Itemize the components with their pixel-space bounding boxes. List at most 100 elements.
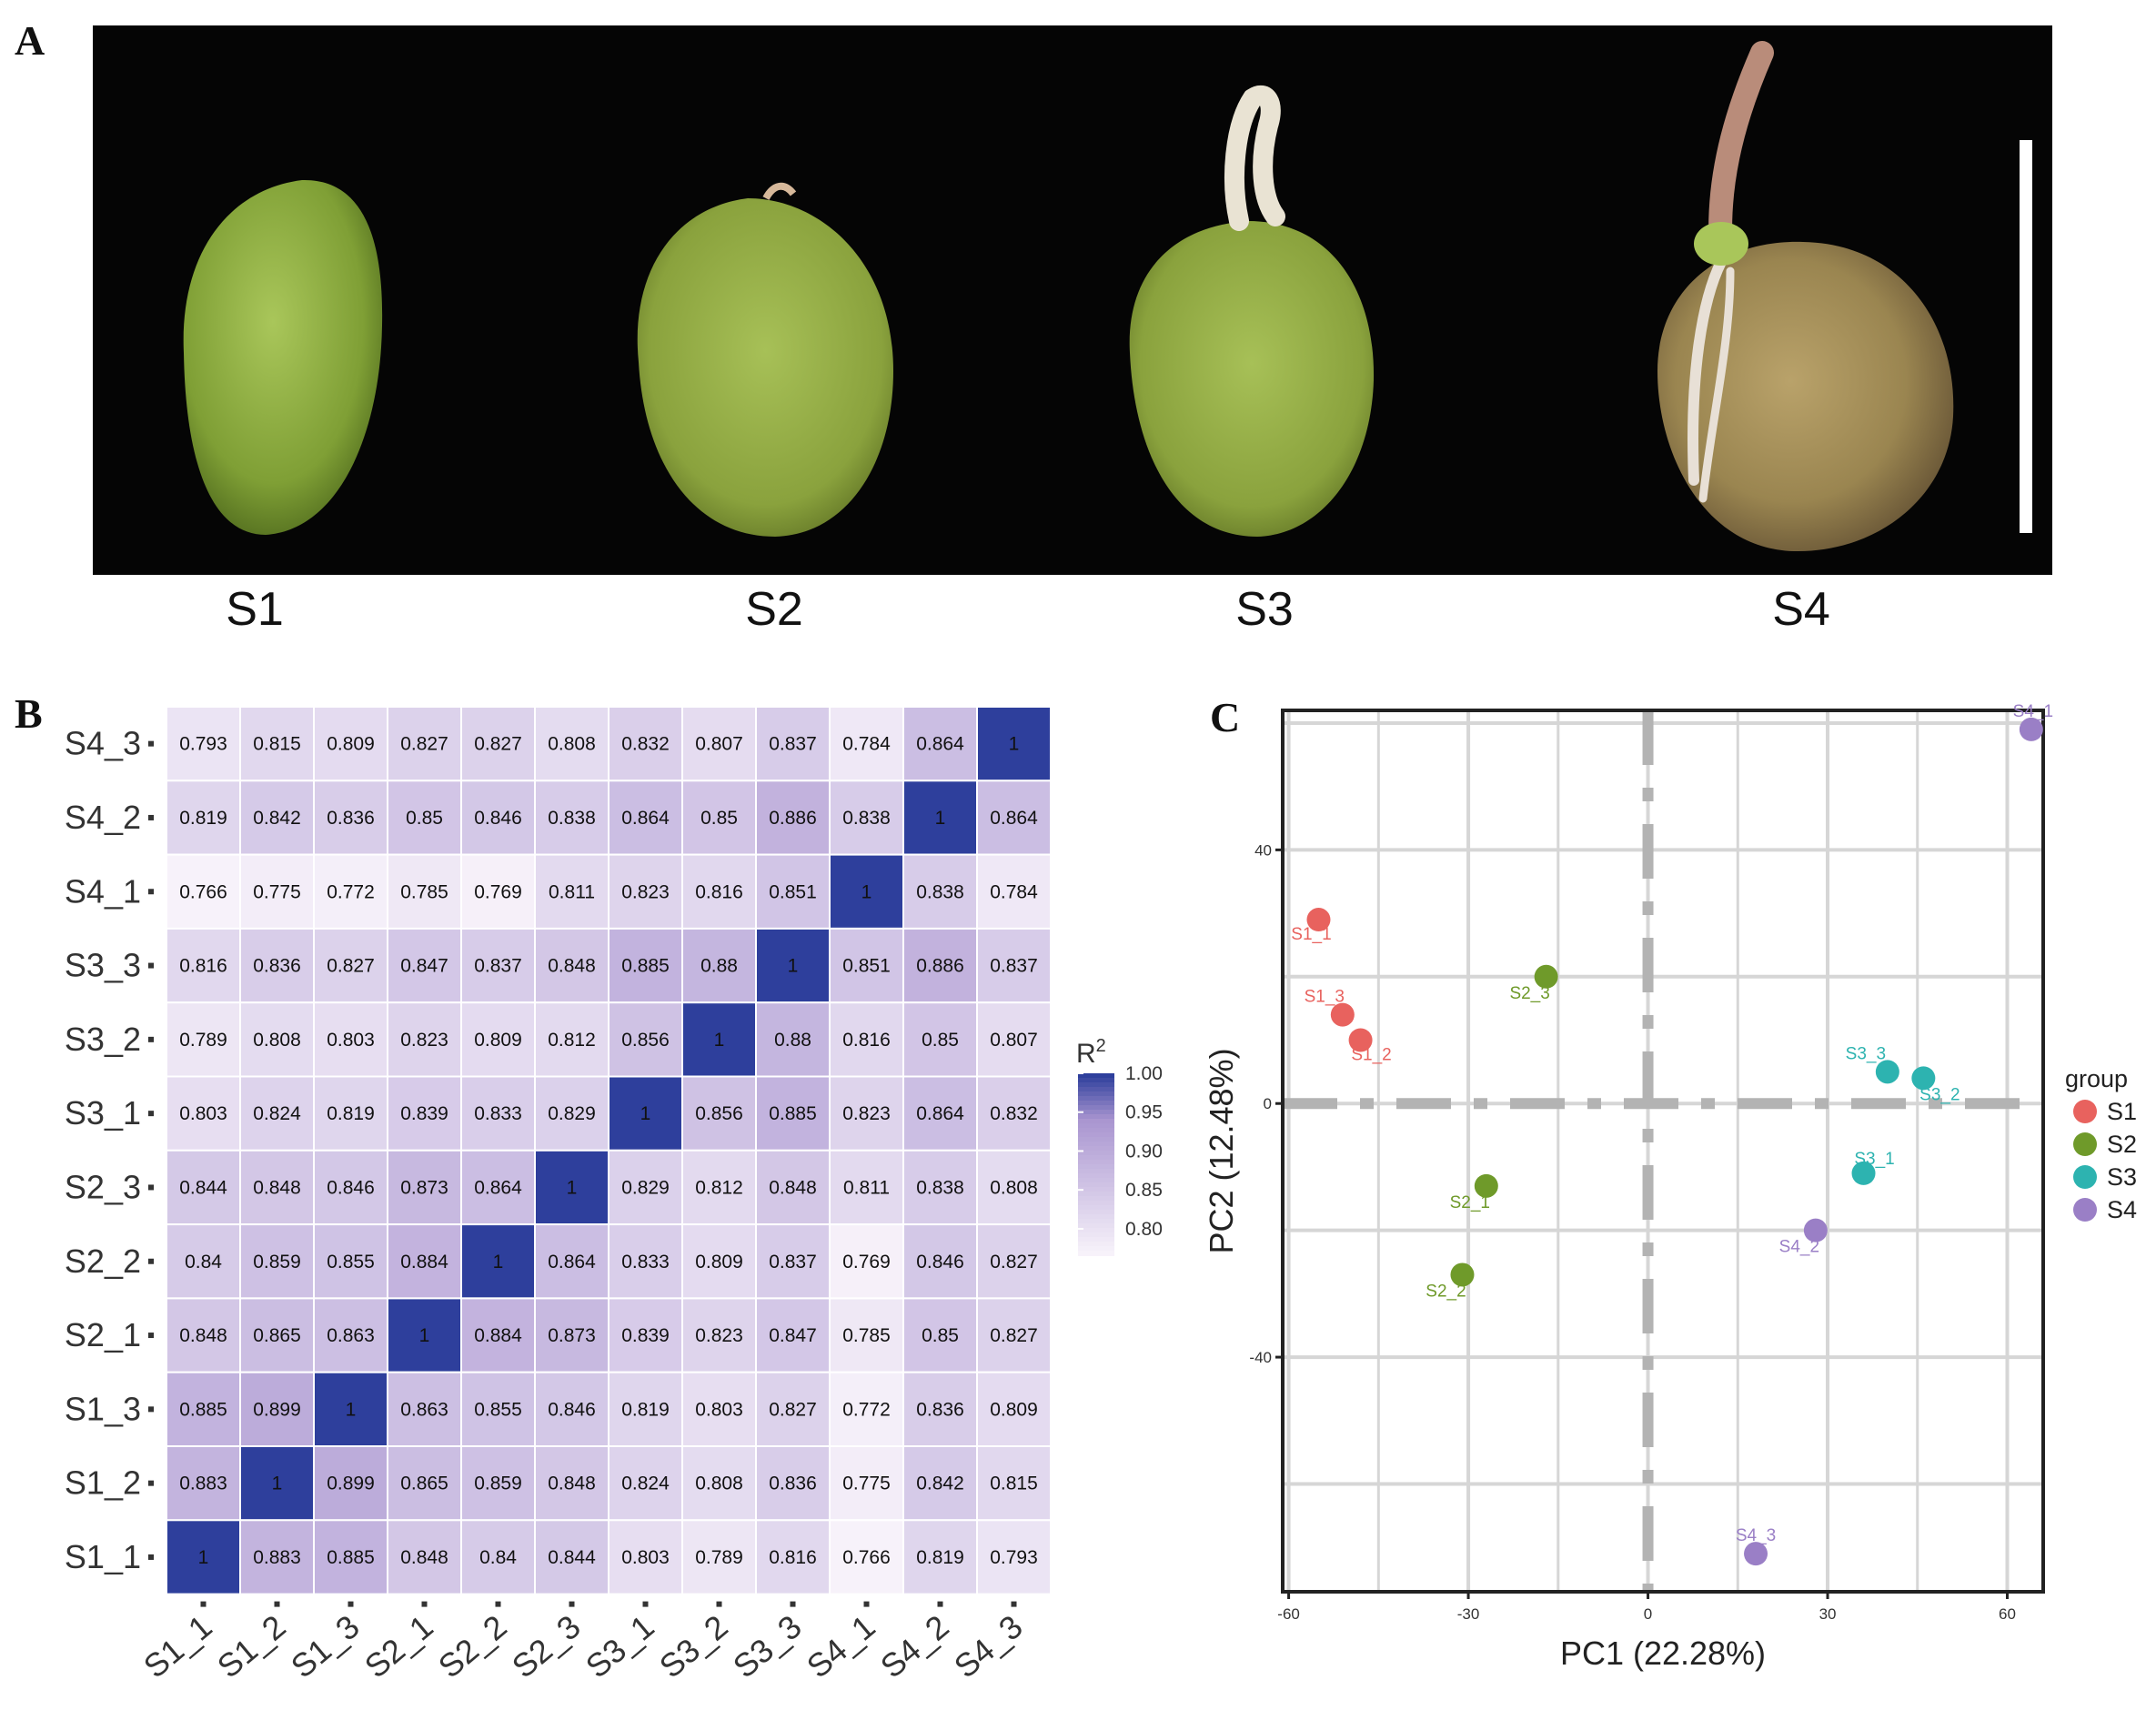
heatmap-cell-value: 0.859 <box>253 1252 301 1272</box>
panel-c-letter: C <box>1210 694 1241 740</box>
heatmap-cell-value: 0.832 <box>990 1103 1038 1124</box>
pca-point-label: S1_1 <box>1291 925 1331 944</box>
heatmap-cell <box>239 927 315 1004</box>
heatmap-cell-value: 0.865 <box>400 1474 448 1494</box>
heatmap-cell <box>681 1445 757 1522</box>
heatmap-cell-value: 0.807 <box>990 1030 1038 1051</box>
heatmap-row-tick <box>148 1406 154 1413</box>
heatmap-cell-value: 0.812 <box>695 1177 743 1198</box>
pca-point <box>1450 1262 1475 1287</box>
heatmap-col-label: S1_2 <box>210 1607 293 1685</box>
heatmap-cell <box>166 853 241 930</box>
heatmap-row-label: S1_1 <box>65 1538 141 1575</box>
pca-point-label: S4_2 <box>1779 1238 1819 1257</box>
heatmap-cell <box>534 853 610 930</box>
heatmap-legend-swatch <box>1078 1201 1114 1206</box>
heatmap-cell-value: 0.848 <box>179 1325 227 1346</box>
heatmap-cell-value: 0.84 <box>479 1547 517 1568</box>
heatmap-cell <box>460 1445 536 1522</box>
heatmap-cell-value: 0.886 <box>916 956 964 977</box>
heatmap-row-label: S2_1 <box>65 1316 141 1353</box>
heatmap-cell-value: 0.832 <box>621 734 670 755</box>
heatmap-cell-value: 1 <box>198 1547 209 1568</box>
heatmap-cell-value: 0.838 <box>916 881 964 902</box>
heatmap-cell-value: 1 <box>714 1030 725 1051</box>
heatmap-cell-value: 0.772 <box>327 881 375 902</box>
heatmap-cell-value: 0.856 <box>621 1030 670 1051</box>
heatmap-cell <box>313 1445 388 1522</box>
heatmap-cell-value: 1 <box>935 808 946 829</box>
heatmap-cell <box>313 706 388 782</box>
heatmap-cell <box>902 780 978 856</box>
heatmap-cell <box>166 1519 241 1595</box>
legend-title: group <box>2065 1065 2128 1092</box>
heatmap-row-tick <box>148 740 154 747</box>
heatmap-cell <box>166 706 241 782</box>
heatmap-cell <box>608 1445 683 1522</box>
heatmap-cell-value: 0.839 <box>400 1103 448 1124</box>
seed-germination-photo <box>93 25 2052 575</box>
heatmap-cell-value: 0.836 <box>769 1474 817 1494</box>
heatmap-cell-value: 0.84 <box>185 1252 222 1272</box>
heatmap-cell <box>387 1075 462 1152</box>
heatmap-legend-label: 0.90 <box>1125 1141 1163 1162</box>
heatmap-col-tick <box>790 1601 796 1607</box>
heatmap-col-label: S3_2 <box>652 1607 735 1685</box>
heatmap-cell <box>239 1075 315 1152</box>
heatmap-cell-value: 0.815 <box>990 1474 1038 1494</box>
seed-s1 <box>183 179 383 535</box>
heatmap-cell-value: 0.816 <box>695 881 743 902</box>
heatmap-cell-value: 0.793 <box>179 734 227 755</box>
heatmap-cell-value: 0.823 <box>621 881 670 902</box>
pca-scatter-plot: -60 -30 0 30 60 40 0 -40 PC1 (22.28%) PC2 (12.48%… <box>1203 702 2137 1672</box>
heatmap-cell <box>239 706 315 782</box>
heatmap-cell-value: 0.846 <box>474 808 522 829</box>
heatmap-row-label: S3_1 <box>65 1094 141 1132</box>
heatmap-cell <box>460 1297 536 1373</box>
heatmap-col-label: S2_2 <box>431 1607 514 1685</box>
heatmap-cell <box>976 1001 1052 1078</box>
heatmap-legend-swatch <box>1078 1123 1114 1129</box>
heatmap-cell <box>829 1001 904 1078</box>
heatmap-legend-swatch <box>1078 1151 1114 1156</box>
panel-b-letter: B <box>15 690 43 737</box>
heatmap-cell <box>755 927 831 1004</box>
heatmap-cell <box>460 927 536 1004</box>
heatmap-cell-value: 0.803 <box>621 1547 670 1568</box>
heatmap-cell-value: 0.827 <box>990 1252 1038 1272</box>
heatmap-cell <box>976 1223 1052 1300</box>
heatmap-legend-swatch <box>1078 1096 1114 1101</box>
heatmap-row-tick <box>148 814 154 820</box>
heatmap-col-tick <box>716 1601 722 1607</box>
heatmap-row-label: S4_2 <box>65 799 141 836</box>
heatmap-legend-swatch <box>1078 1214 1114 1220</box>
heatmap-legend-swatch <box>1078 1182 1114 1188</box>
heatmap-cell-value: 1 <box>640 1103 651 1124</box>
heatmap-cell-value: 0.807 <box>695 734 743 755</box>
pca-point-label: S4_1 <box>2013 702 2053 721</box>
pca-point <box>1911 1066 1936 1091</box>
heatmap-cell-value: 0.775 <box>253 881 301 902</box>
heatmap-legend-swatch <box>1078 1196 1114 1202</box>
heatmap-col-label: S4_1 <box>800 1607 882 1685</box>
pca-point <box>1875 1060 1899 1084</box>
heatmap-cell-value: 0.851 <box>842 956 891 977</box>
heatmap-legend-swatch <box>1078 1173 1114 1179</box>
heatmap-cell-value: 0.873 <box>548 1325 596 1346</box>
heatmap-cell-value: 0.785 <box>400 881 448 902</box>
heatmap-cell-value: 0.811 <box>843 1177 890 1198</box>
heatmap-legend-swatch <box>1078 1223 1114 1229</box>
heatmap-cell-value: 1 <box>788 956 799 977</box>
heatmap-cell <box>608 1297 683 1373</box>
heatmap-cell <box>387 1001 462 1078</box>
heatmap-cell <box>534 1223 610 1300</box>
heatmap-col-tick <box>421 1601 428 1607</box>
heatmap-legend-swatch <box>1078 1078 1114 1083</box>
heatmap-cell-value: 0.88 <box>774 1030 811 1051</box>
heatmap-cell <box>829 780 904 856</box>
heatmap-cell-value: 0.836 <box>916 1399 964 1420</box>
heatmap-cell <box>976 1519 1052 1595</box>
heatmap-cell <box>239 1297 315 1373</box>
heatmap-row-label: S2_2 <box>65 1242 141 1280</box>
x-axis-tick-label: 0 <box>1644 1605 1652 1623</box>
